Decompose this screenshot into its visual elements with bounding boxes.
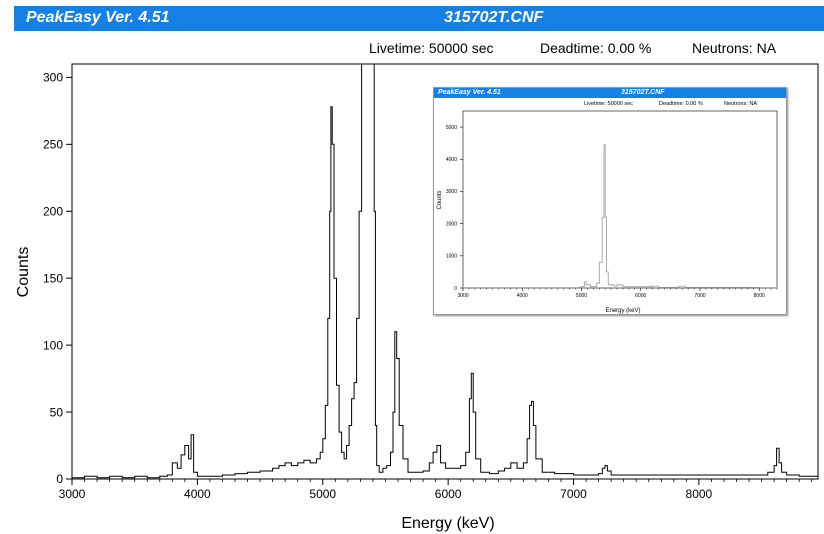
inset-x-axis-label: Energy (keV) xyxy=(605,308,640,314)
inset-chart: 3000 4000 5000 6000 7000 8000 0 1000 2000 3000 400… xyxy=(437,110,778,314)
x-tick-label-7000: 7000 xyxy=(560,487,587,501)
main-series xyxy=(72,63,818,479)
file-title: 315702T.CNF xyxy=(444,9,544,26)
series-line-0 xyxy=(72,63,818,479)
inset-x-tick-label-5000: 5000 xyxy=(576,293,587,299)
inset-plot-frame xyxy=(462,110,778,289)
inset-y-tick-label-4000: 4000 xyxy=(446,157,457,163)
inset-deadtime: Deadtime: 0.00 % xyxy=(659,101,703,107)
x-tick-label-5000: 5000 xyxy=(309,487,336,501)
deadtime-label: Deadtime: 0.00 % xyxy=(540,40,652,56)
x-tick-label-4000: 4000 xyxy=(184,487,211,501)
livetime-label: Livetime: 50000 sec xyxy=(369,40,494,56)
inset-y-tick-label-5000: 5000 xyxy=(446,125,457,131)
inset-y-tick-label-1000: 1000 xyxy=(446,254,457,260)
inset-livetime: Livetime: 50000 sec xyxy=(584,101,633,107)
x-tick-label-8000: 8000 xyxy=(686,487,713,501)
inset-ticks: 3000 4000 5000 6000 7000 8000 0 1000 2000 3000 400… xyxy=(446,125,778,299)
inset-x-tick-label-3000: 3000 xyxy=(457,293,468,299)
inset-y-tick-label-2000: 2000 xyxy=(446,221,457,227)
inset-y-axis-label: Counts xyxy=(437,190,443,209)
inset-y-tick-label-0: 0 xyxy=(454,286,457,292)
title-bar: PeakEasy Ver. 4.51 315702T.CNF xyxy=(14,6,824,31)
y-tick-label-0: 0 xyxy=(56,472,63,486)
y-tick-label-100: 100 xyxy=(43,338,63,352)
inset-neutrons: Neutrons: NA xyxy=(724,101,758,107)
inset-series xyxy=(463,144,777,289)
app-title: PeakEasy Ver. 4.51 xyxy=(26,9,170,26)
y-tick-label-150: 150 xyxy=(43,271,63,285)
inset-x-tick-label-4000: 4000 xyxy=(517,293,528,299)
inset-axes xyxy=(462,110,778,289)
inset-series-line-0 xyxy=(463,144,777,289)
inset-title-bar: PeakEasy Ver. 4.51 315702T.CNF xyxy=(434,88,786,98)
main-ticks: 3000 4000 5000 6000 7000 80000501001502002503… xyxy=(43,71,813,501)
inset-app-title: PeakEasy Ver. 4.51 xyxy=(438,89,501,96)
y-tick-label-250: 250 xyxy=(43,138,63,152)
y-tick-label-300: 300 xyxy=(43,71,63,85)
x-tick-label-3000: 3000 xyxy=(59,487,86,501)
neutrons-label: Neutrons: NA xyxy=(692,40,777,56)
y-tick-label-200: 200 xyxy=(43,204,63,218)
x-tick-label-6000: 6000 xyxy=(435,487,462,501)
inset-x-tick-label-7000: 7000 xyxy=(694,293,705,299)
inset-file-title: 315702T.CNF xyxy=(621,89,665,96)
inset-y-tick-label-3000: 3000 xyxy=(446,189,457,195)
inset-x-tick-label-6000: 6000 xyxy=(635,293,646,299)
x-axis-label: Energy (keV) xyxy=(401,515,494,532)
y-tick-label-50: 50 xyxy=(50,405,64,419)
inset-x-tick-label-8000: 8000 xyxy=(754,293,765,299)
inset-overview: PeakEasy Ver. 4.51 315702T.CNF Livetime:… xyxy=(433,87,787,315)
y-axis-label: Counts xyxy=(15,247,32,298)
